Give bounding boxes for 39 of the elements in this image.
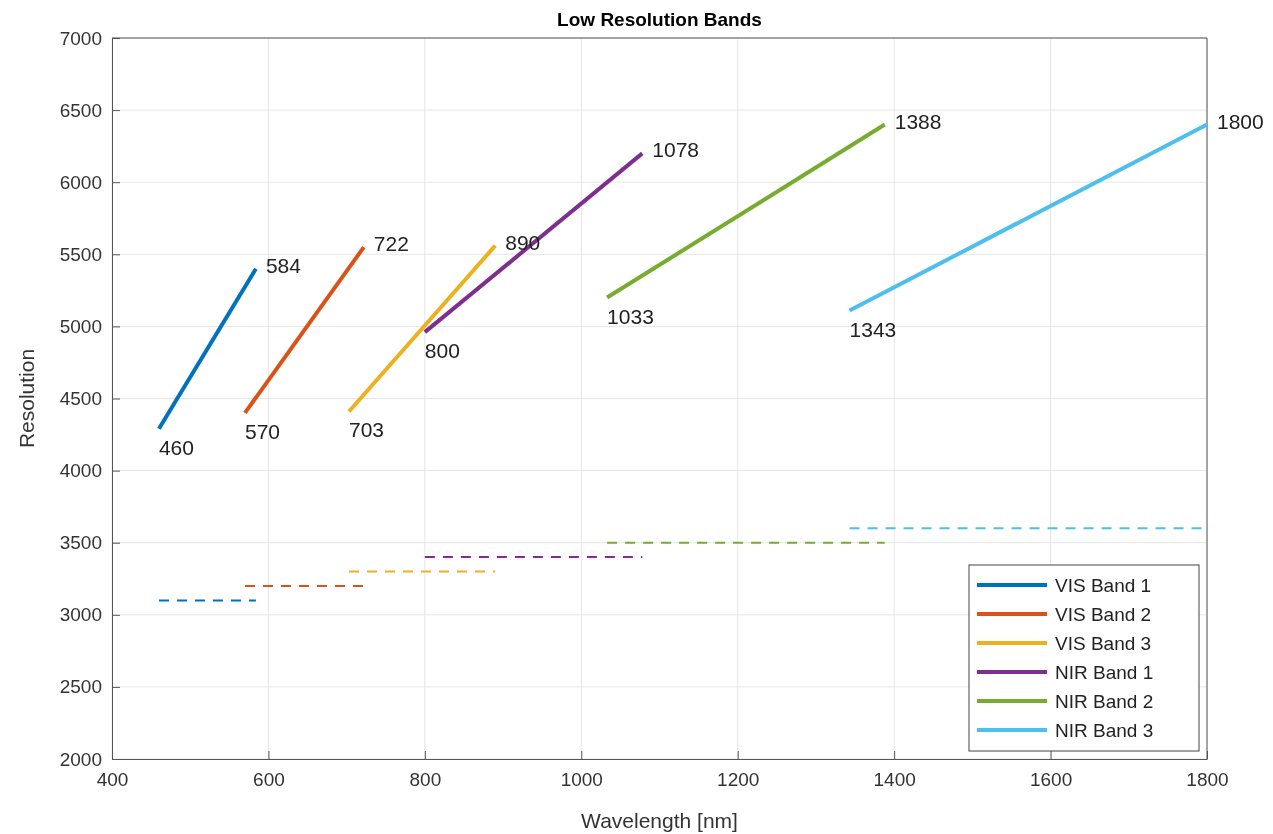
y-tick-label: 5000: [59, 315, 102, 337]
x-tick-label: 1200: [717, 769, 760, 791]
x-tick-label: 1800: [1186, 769, 1229, 791]
legend-label: VIS Band 3: [1055, 633, 1152, 654]
annotation: 584: [265, 253, 302, 277]
annotation: 1800: [1217, 109, 1264, 133]
y-tick-label: 6000: [59, 171, 102, 193]
x-tick-label: 600: [253, 769, 285, 791]
annotation: 570: [244, 419, 281, 443]
y-tick-label: 2500: [59, 676, 102, 698]
annotation: 460: [158, 435, 194, 459]
x-tick-label: 1400: [873, 769, 916, 791]
x-axis-title: Wavelength [nm]: [581, 809, 738, 832]
annotation: 722: [373, 232, 409, 256]
legend-label: NIR Band 3: [1055, 720, 1154, 741]
x-tick-label: 1000: [560, 769, 603, 791]
y-axis-title: Resolution: [15, 348, 38, 449]
annotation: 1078: [652, 138, 700, 162]
annotation: 703: [348, 418, 385, 442]
annotation: 1033: [607, 304, 654, 328]
x-tick-label: 1600: [1029, 769, 1073, 791]
x-tick-label: 400: [96, 769, 129, 791]
annotation: 1343: [849, 317, 897, 341]
annotation: 1388: [894, 109, 942, 133]
y-tick-label: 4500: [59, 388, 102, 410]
y-tick-label: 2000: [59, 748, 102, 770]
y-tick-label: 3500: [59, 532, 102, 554]
y-tick-label: 7000: [59, 27, 102, 49]
y-tick-label: 5500: [59, 243, 102, 265]
x-tick-label: 800: [409, 769, 442, 791]
legend-label: VIS Band 2: [1055, 604, 1152, 625]
legend-label: NIR Band 2: [1055, 691, 1154, 712]
y-tick-label: 6500: [59, 99, 102, 121]
y-tick-label: 3000: [59, 604, 102, 626]
y-tick-label: 4000: [59, 460, 102, 482]
legend-label: VIS Band 1: [1055, 575, 1152, 596]
legend-label: NIR Band 1: [1055, 662, 1154, 683]
annotation: 800: [424, 339, 460, 363]
chart-title: Low Resolution Bands: [557, 9, 762, 30]
